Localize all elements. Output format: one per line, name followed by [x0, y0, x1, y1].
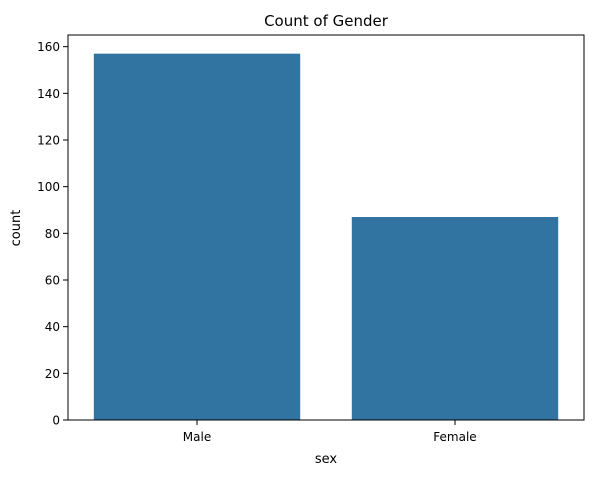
x-tick-label-male: Male — [183, 430, 211, 444]
y-tick-label: 80 — [45, 227, 60, 241]
y-axis-ticks: 0 20 40 60 80 100 120 140 160 — [37, 40, 68, 428]
bars-group — [93, 53, 559, 421]
y-tick-label: 140 — [37, 87, 60, 101]
y-tick-label: 0 — [52, 414, 60, 428]
y-tick-label: 40 — [45, 320, 60, 334]
y-tick-label: 120 — [37, 134, 60, 148]
y-tick-label: 20 — [45, 367, 60, 381]
bar-female — [351, 217, 559, 420]
x-axis-ticks: Male Female — [183, 420, 477, 444]
x-axis-label: sex — [315, 452, 338, 467]
plot-frame — [67, 34, 585, 421]
x-tick-label-female: Female — [433, 430, 476, 444]
y-tick-label: 100 — [37, 180, 60, 194]
chart-title: Count of Gender — [264, 12, 389, 30]
y-tick-label: 60 — [45, 274, 60, 288]
y-tick-label: 160 — [37, 40, 60, 54]
y-axis-label: count — [9, 210, 24, 247]
bar-male — [93, 53, 301, 421]
